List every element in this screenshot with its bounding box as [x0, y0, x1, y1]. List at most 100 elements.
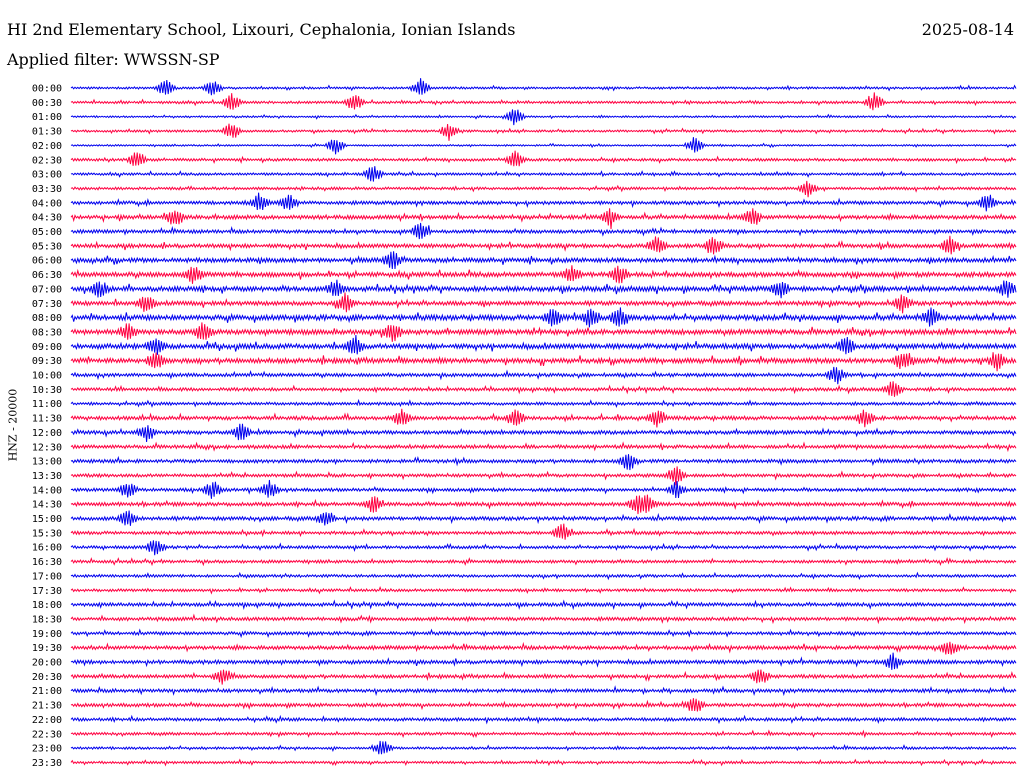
- time-tick-label: 21:30: [32, 701, 62, 712]
- time-tick-label: 14:30: [32, 500, 62, 511]
- time-tick-label: 08:30: [32, 327, 62, 338]
- time-tick-label: 18:00: [32, 600, 62, 611]
- seismic-trace-1300: [70, 454, 1017, 471]
- time-tick-label: 03:00: [32, 170, 62, 181]
- time-tick-label: 19:30: [32, 643, 62, 654]
- seismic-trace-0000: [70, 78, 1017, 96]
- seismic-trace-1100: [70, 398, 1017, 408]
- time-tick-label: 00:30: [32, 98, 62, 109]
- seismic-trace-1730: [70, 585, 1017, 595]
- time-tick-label: 06:30: [32, 270, 62, 281]
- time-tick-label: 04:00: [32, 198, 62, 209]
- time-tick-label: 19:00: [32, 629, 62, 640]
- seismic-trace-2200: [70, 714, 1017, 725]
- seismic-trace-2330: [70, 758, 1017, 767]
- time-tick-label: 21:00: [32, 686, 62, 697]
- seismic-trace-2000: [70, 652, 1017, 670]
- seismic-trace-2130: [70, 698, 1017, 712]
- time-tick-label: 11:30: [32, 414, 62, 425]
- seismic-trace-0530: [70, 235, 1017, 255]
- time-tick-label: 13:30: [32, 471, 62, 482]
- time-tick-label: 02:00: [32, 141, 62, 152]
- time-tick-label: 23:00: [32, 744, 62, 755]
- seismic-trace-1230: [70, 441, 1017, 453]
- seismic-trace-1700: [70, 571, 1017, 581]
- seismic-trace-1330: [70, 466, 1017, 486]
- seismic-trace-0400: [70, 192, 1017, 212]
- seismic-trace-0230: [70, 150, 1017, 167]
- seismic-trace-0500: [70, 222, 1017, 240]
- seismic-trace-2030: [70, 669, 1017, 685]
- time-tick-label: 06:00: [32, 256, 62, 267]
- time-tick-label: 05:00: [32, 227, 62, 238]
- seismic-trace-1430: [70, 494, 1017, 515]
- seismic-trace-0130: [70, 123, 1017, 141]
- seismic-trace-1130: [70, 408, 1017, 428]
- time-tick-label: 04:30: [32, 213, 62, 224]
- seismic-trace-0730: [70, 292, 1017, 314]
- time-tick-label: 11:00: [32, 399, 62, 410]
- seismic-trace-0700: [70, 279, 1017, 299]
- seismic-trace-1530: [70, 523, 1017, 540]
- time-tick-label: 05:30: [32, 241, 62, 252]
- seismic-trace-1900: [70, 628, 1017, 639]
- seismic-trace-0100: [70, 109, 1017, 126]
- seismic-trace-0200: [70, 137, 1017, 155]
- seismic-trace-1030: [70, 381, 1017, 397]
- seismic-trace-0800: [70, 307, 1017, 328]
- time-tick-label: 08:00: [32, 313, 62, 324]
- seismic-trace-1000: [70, 366, 1017, 385]
- seismic-trace-1630: [70, 557, 1017, 567]
- time-tick-label: 12:30: [32, 442, 62, 453]
- station-title: HI 2nd Elementary School, Lixouri, Cepha…: [7, 20, 516, 39]
- time-tick-label: 22:30: [32, 729, 62, 740]
- time-tick-label: 16:30: [32, 557, 62, 568]
- time-tick-label: 10:30: [32, 385, 62, 396]
- seismic-trace-0430: [70, 208, 1017, 230]
- seismic-trace-0630: [70, 265, 1017, 284]
- seismic-trace-2300: [70, 740, 1017, 755]
- seismic-trace-0600: [70, 251, 1017, 270]
- time-tick-label: 18:30: [32, 614, 62, 625]
- seismic-trace-1400: [70, 479, 1017, 499]
- time-tick-label: 20:00: [32, 658, 62, 669]
- seismic-trace-0030: [70, 92, 1017, 111]
- time-tick-label: 23:30: [32, 758, 62, 769]
- time-tick-label: 09:00: [32, 342, 62, 353]
- seismic-trace-1930: [70, 641, 1017, 655]
- time-tick-label: 12:00: [32, 428, 62, 439]
- time-tick-label: 16:00: [32, 543, 62, 554]
- time-tick-label: 17:00: [32, 571, 62, 582]
- seismic-trace-0300: [70, 166, 1017, 182]
- time-tick-label: 02:30: [32, 155, 62, 166]
- time-tick-label: 07:30: [32, 299, 62, 310]
- time-tick-label: 17:30: [32, 586, 62, 597]
- time-tick-label: 14:00: [32, 485, 62, 496]
- time-tick-label: 20:30: [32, 672, 62, 683]
- time-tick-label: 01:30: [32, 127, 62, 138]
- seismic-trace-2230: [70, 729, 1017, 739]
- seismic-trace-1500: [70, 510, 1017, 526]
- seismic-trace-0330: [70, 180, 1017, 198]
- time-tick-label: 03:30: [32, 184, 62, 195]
- time-tick-label: 07:00: [32, 284, 62, 295]
- seismic-trace-1830: [70, 613, 1017, 625]
- seismic-trace-0930: [70, 352, 1017, 372]
- time-tick-label: 09:30: [32, 356, 62, 367]
- time-tick-label: 22:00: [32, 715, 62, 726]
- time-tick-label: 15:30: [32, 528, 62, 539]
- time-tick-label: 00:00: [32, 84, 62, 95]
- seismic-trace-1800: [70, 599, 1017, 611]
- seismic-trace-0900: [70, 334, 1017, 355]
- seismic-trace-1200: [70, 423, 1017, 443]
- time-tick-label: 15:00: [32, 514, 62, 525]
- seismic-trace-0830: [70, 322, 1017, 342]
- time-tick-label: 01:00: [32, 112, 62, 123]
- time-tick-label: 10:00: [32, 371, 62, 382]
- seismic-trace-2100: [70, 685, 1017, 697]
- filter-label: Applied filter: WWSSN-SP: [7, 50, 220, 69]
- time-tick-label: 13:00: [32, 457, 62, 468]
- seismic-trace-1600: [70, 540, 1017, 556]
- plot-date: 2025-08-14: [921, 20, 1014, 39]
